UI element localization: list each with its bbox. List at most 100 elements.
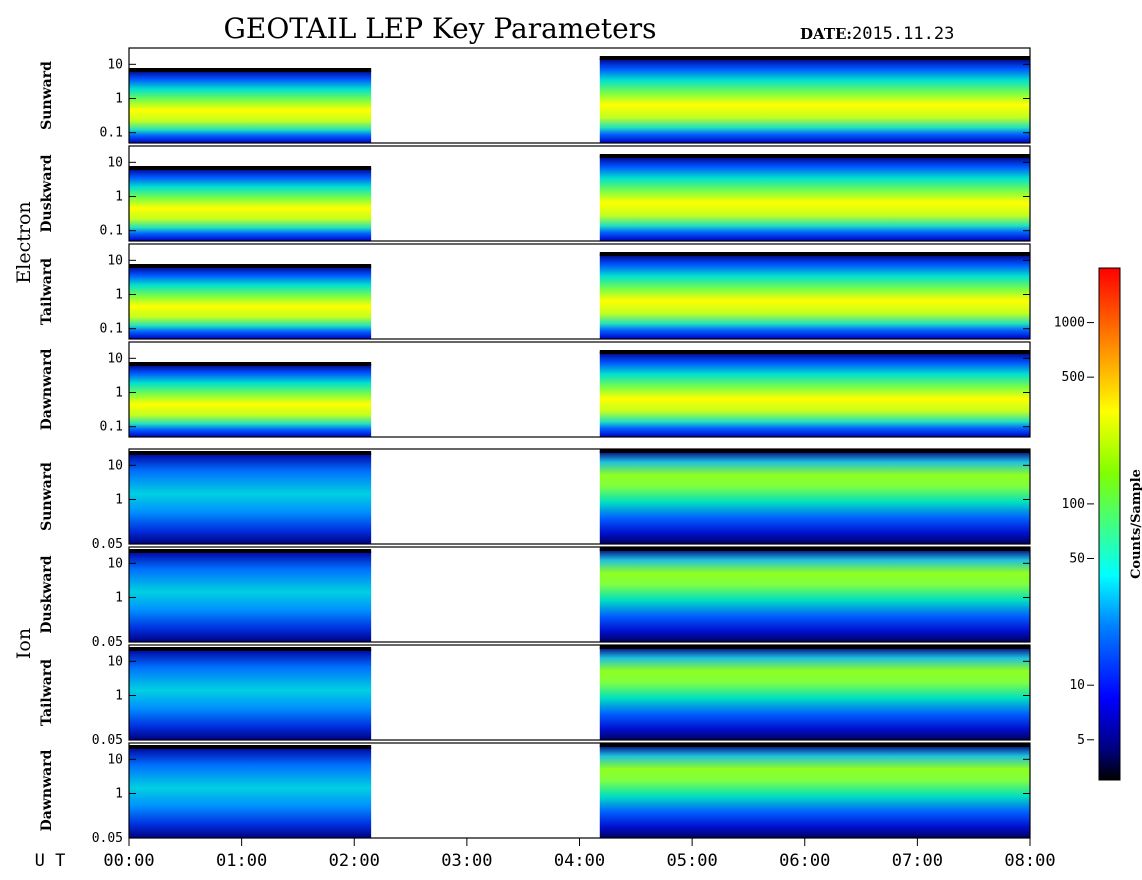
x-tick-label: 06:00 <box>779 851 830 871</box>
y-tick-label: 0.1 <box>100 126 123 141</box>
panel-electron-sunward: 10 1 0.1 Sunward <box>39 47 1031 144</box>
edge-right <box>599 547 1030 551</box>
data-block-left <box>129 364 372 437</box>
edge-right <box>599 350 1030 354</box>
y-tick-label: 1 <box>115 689 123 704</box>
panel-frame <box>128 546 1031 643</box>
panel-frame <box>128 448 1031 545</box>
direction-label: Tailward <box>39 258 55 325</box>
panel-electron-tailward: 10 1 0.1 Tailward <box>39 243 1031 340</box>
data-block-right <box>599 745 1030 838</box>
panel-electron-duskward: 10 1 0.1 Duskward <box>39 145 1031 242</box>
data-block-left <box>129 551 372 642</box>
date-label: DATE:2015.11.23 <box>800 24 954 44</box>
panel-ion-duskward: 10 1 0.05 Duskward <box>39 546 1031 650</box>
data-block-right <box>599 549 1030 642</box>
x-tick-label: 02:00 <box>329 851 380 871</box>
y-tick-label: 0.05 <box>92 537 123 552</box>
panel-frame <box>128 341 1031 438</box>
direction-label: Dawnward <box>39 749 55 831</box>
panel-ion-dawnward: 10 1 0.05 Dawnward <box>39 742 1031 846</box>
edge-left <box>129 549 372 553</box>
date-value: 2015.11.23 <box>852 24 954 44</box>
data-block-right <box>599 254 1030 339</box>
data-block-right <box>599 58 1030 143</box>
data-block-right <box>599 156 1030 241</box>
direction-label: Dawnward <box>39 348 55 430</box>
y-tick-label: 10 <box>107 351 123 366</box>
y-tick-label: 0.1 <box>100 420 123 435</box>
y-tick-label: 0.1 <box>100 224 123 239</box>
colorbar-label: Counts/Sample <box>1129 469 1142 579</box>
chart-title: GEOTAIL LEP Key Parameters <box>224 12 657 45</box>
x-tick-label: 00:00 <box>103 851 154 871</box>
direction-label: Sunward <box>39 462 55 531</box>
edge-right <box>599 449 1030 453</box>
colorbar-tick-label: 100 <box>1062 497 1085 512</box>
direction-label: Duskward <box>39 154 55 232</box>
edge-left <box>129 68 372 72</box>
x-tick-label: 08:00 <box>1004 851 1055 871</box>
panel-frame <box>128 47 1031 144</box>
y-tick-label: 0.1 <box>100 322 123 337</box>
data-block-left <box>129 266 372 339</box>
y-tick-label: 10 <box>107 155 123 170</box>
y-tick-label: 0.05 <box>92 831 123 846</box>
edge-right <box>599 252 1030 256</box>
y-tick-label: 1 <box>115 190 123 205</box>
edge-left <box>129 647 372 651</box>
x-tick-label: 07:00 <box>892 851 943 871</box>
y-tick-label: 1 <box>115 288 123 303</box>
colorbar-tick-label: 5 <box>1077 733 1085 748</box>
edge-right <box>599 645 1030 649</box>
panel-ion-sunward: 10 1 0.05 Sunward <box>39 448 1031 552</box>
y-tick-label: 10 <box>107 654 123 669</box>
group-label-electron: Electron <box>13 201 35 283</box>
data-block-right <box>599 451 1030 544</box>
x-tick-label: 05:00 <box>667 851 718 871</box>
y-tick-label: 0.05 <box>92 733 123 748</box>
panel-ion-tailward: 10 1 0.05 Tailward <box>39 644 1031 748</box>
y-tick-label: 1 <box>115 591 123 606</box>
edge-left <box>129 166 372 170</box>
colorbar: 5 10 50 100 500 1000 Counts/Sample <box>1054 267 1142 781</box>
colorbar-tick-label: 50 <box>1069 551 1085 566</box>
direction-label: Duskward <box>39 555 55 633</box>
panel-frame <box>128 644 1031 741</box>
y-tick-label: 10 <box>107 458 123 473</box>
data-block-left <box>129 70 372 143</box>
data-block-left <box>129 168 372 241</box>
edge-right <box>599 743 1030 747</box>
date-prefix: DATE: <box>800 25 852 43</box>
data-block-left <box>129 453 372 544</box>
data-block-left <box>129 747 372 838</box>
y-tick-label: 10 <box>107 57 123 72</box>
panel-frame <box>128 243 1031 340</box>
edge-right <box>599 56 1030 60</box>
x-tick-label: 03:00 <box>441 851 492 871</box>
y-tick-label: 10 <box>107 253 123 268</box>
data-block-right <box>599 647 1030 740</box>
edge-left <box>129 264 372 268</box>
colorbar-tick-label: 1000 <box>1054 316 1085 331</box>
y-tick-label: 1 <box>115 386 123 401</box>
y-tick-label: 0.05 <box>92 635 123 650</box>
direction-label: Sunward <box>39 61 55 130</box>
edge-left <box>129 362 372 366</box>
edge-left <box>129 451 372 455</box>
ut-time-axis: U T 00:00 01:00 02:00 03:00 04:00 05:00 06:00 07… <box>35 838 1056 871</box>
y-tick-label: 1 <box>115 787 123 802</box>
data-block-left <box>129 649 372 740</box>
colorbar-tick-label: 10 <box>1069 678 1085 693</box>
x-axis-label: U T <box>35 851 66 871</box>
y-tick-label: 10 <box>107 752 123 767</box>
y-tick-label: 1 <box>115 92 123 107</box>
edge-right <box>599 154 1030 158</box>
group-label-ion: Ion <box>13 628 35 659</box>
x-tick-label: 01:00 <box>216 851 267 871</box>
panel-frame <box>128 145 1031 242</box>
y-tick-label: 10 <box>107 556 123 571</box>
colorbar-gradient <box>1098 267 1121 781</box>
edge-left <box>129 745 372 749</box>
